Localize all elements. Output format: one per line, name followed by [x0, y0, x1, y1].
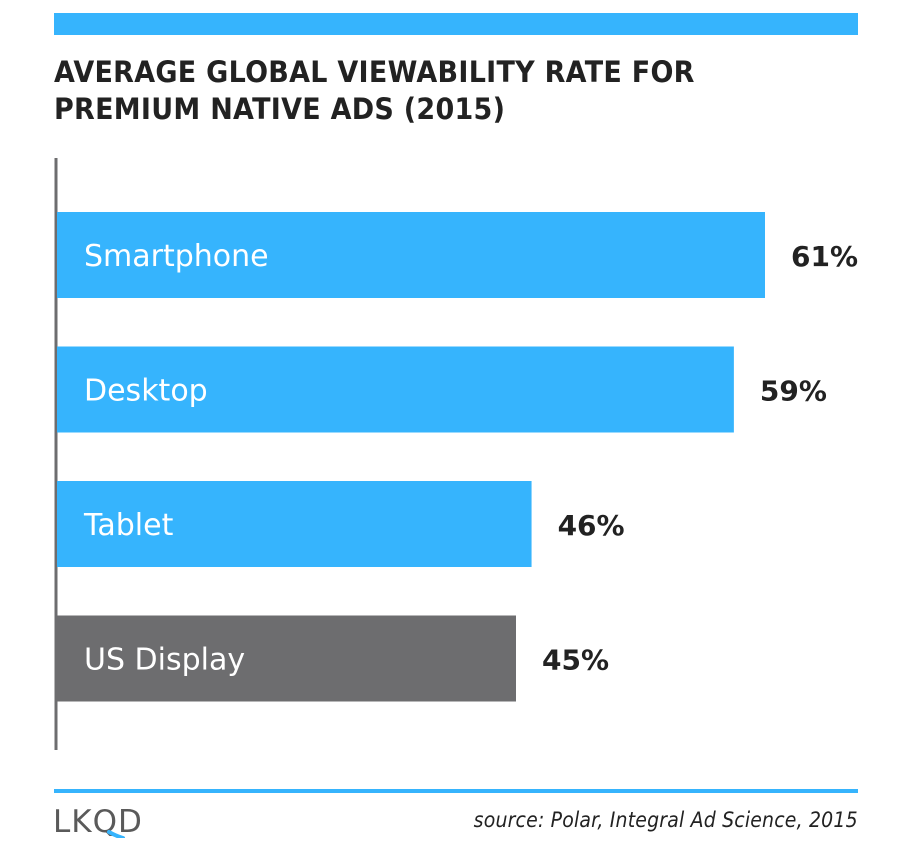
- chart-title: AVERAGE GLOBAL VIEWABILITY RATE FOR PREM…: [54, 54, 798, 128]
- bottom-accent-rule: [54, 789, 858, 793]
- bar-desktop: [57, 346, 734, 433]
- lkqd-logo-text: LKQD: [53, 804, 143, 838]
- bar-value-label: 59%: [760, 375, 827, 408]
- bar-category-label: Desktop: [84, 374, 208, 409]
- source-citation: source: Polar, Integral Ad Science, 2015: [473, 808, 858, 832]
- logo-swoosh-icon: [107, 830, 125, 838]
- bar-smartphone: [57, 212, 765, 298]
- chart-title-line-1: AVERAGE GLOBAL VIEWABILITY RATE FOR: [54, 55, 695, 89]
- bar-category-label: Smartphone: [84, 239, 269, 274]
- bar-category-label: Tablet: [83, 508, 174, 543]
- bars-group: Smartphone 61% Desktop 59% Tablet 46% US Displ…: [57, 212, 858, 702]
- chart-title-line-2: PREMIUM NATIVE ADS (2015): [54, 92, 506, 126]
- bar-value-label: 45%: [542, 644, 609, 677]
- bar-value-label: 46%: [558, 509, 625, 542]
- bar-tablet: [57, 481, 532, 567]
- bar-category-label: US Display: [84, 643, 245, 678]
- bar-us-display: [57, 615, 516, 702]
- top-accent-rule: [54, 13, 858, 35]
- lkqd-logo: LKQD: [53, 804, 143, 838]
- bar-value-label: 61%: [791, 240, 858, 273]
